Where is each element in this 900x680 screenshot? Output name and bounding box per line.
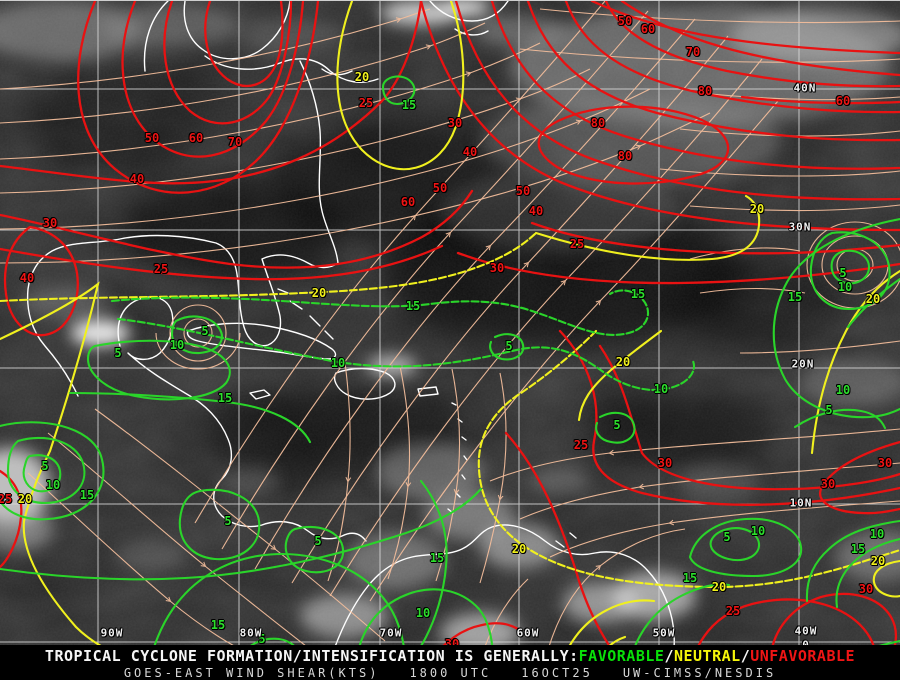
- credit: UW-CIMSS/NESDIS: [622, 666, 777, 680]
- satellite-map: 50 60 70 40 30 40 25 25 30 40 50 60 50 40 25 30 80 80 50 60…: [0, 0, 900, 651]
- contour-layer-green: [0, 75, 900, 646]
- satellite-background-layer: [0, 1, 900, 646]
- valid-date: 16OCT25: [521, 666, 593, 680]
- caption-separator: /: [664, 647, 674, 665]
- map-image: [0, 1, 900, 646]
- caption-unfavorable: UNFAVORABLE: [750, 647, 856, 665]
- caption-product-line: GOES-EAST WIND SHEAR(KTS) 1800 UTC 16OCT…: [0, 666, 900, 680]
- latlon-grid: [0, 1, 900, 646]
- product-name: GOES-EAST WIND SHEAR(KTS): [123, 666, 380, 680]
- caption-statement: TROPICAL CYCLONE FORMATION/INTENSIFICATI…: [44, 647, 579, 665]
- caption-headline: TROPICAL CYCLONE FORMATION/INTENSIFICATI…: [0, 647, 900, 665]
- valid-time: 1800 UTC: [409, 666, 492, 680]
- caption-neutral: NEUTRAL: [673, 647, 741, 665]
- caption-bar: TROPICAL CYCLONE FORMATION/INTENSIFICATI…: [0, 645, 900, 680]
- contour-layer-red: [0, 1, 900, 646]
- caption-favorable: FAVORABLE: [578, 647, 665, 665]
- caption-separator: /: [740, 647, 751, 665]
